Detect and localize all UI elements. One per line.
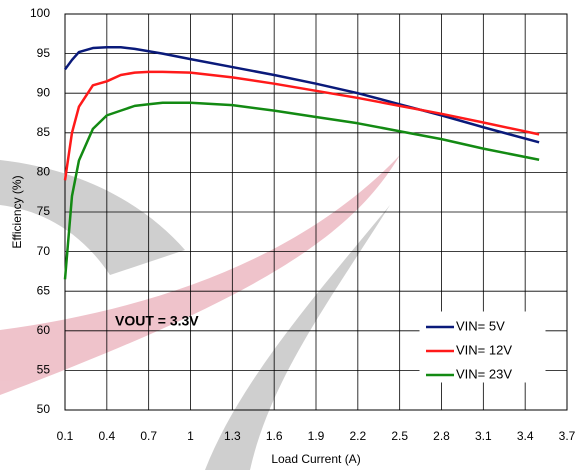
x-tick-label: 0.7 [140,429,157,443]
series-line [63,101,540,280]
x-tick-label: 0.1 [57,429,74,443]
watermark-shape [0,155,400,395]
x-tick-label: 2.2 [349,429,366,443]
y-tick-label: 90 [37,85,51,99]
legend-label: VIN= 5V [456,318,505,333]
y-tick-label: 100 [30,6,50,20]
series-line [63,70,540,181]
y-tick-label: 75 [37,204,51,218]
x-axis-title: Load Current (A) [271,452,360,466]
y-tick-label: 65 [37,283,51,297]
y-tick-label: 55 [37,363,51,377]
x-tick-label: 1.6 [266,429,283,443]
watermark [0,155,400,470]
y-tick-label: 50 [37,402,51,416]
x-tick-label: 1.9 [308,429,325,443]
x-tick-label: 3.4 [517,429,534,443]
watermark-shape [0,160,185,275]
y-axis-title: Efficiency (%) [10,175,24,248]
x-tick-label: 0.4 [98,429,115,443]
y-tick-label: 80 [37,165,51,179]
legend-label: VIN= 23V [456,366,512,381]
x-tick-label: 3.1 [475,429,492,443]
y-tick-label: 60 [37,323,51,337]
x-tick-label: 1 [187,429,194,443]
legend-label: VIN= 12V [456,342,512,357]
legend-box [419,311,546,383]
x-tick-label: 2.8 [433,429,450,443]
y-tick-label: 85 [37,125,51,139]
series-line [63,46,540,144]
x-tick-label: 2.5 [391,429,408,443]
watermark-shape [205,205,390,470]
y-tick-label: 70 [37,244,51,258]
annotation: VOUT = 3.3V [115,313,199,329]
x-tick-label: 3.7 [559,429,576,443]
y-tick-label: 95 [37,46,51,60]
x-tick-label: 1.3 [224,429,241,443]
